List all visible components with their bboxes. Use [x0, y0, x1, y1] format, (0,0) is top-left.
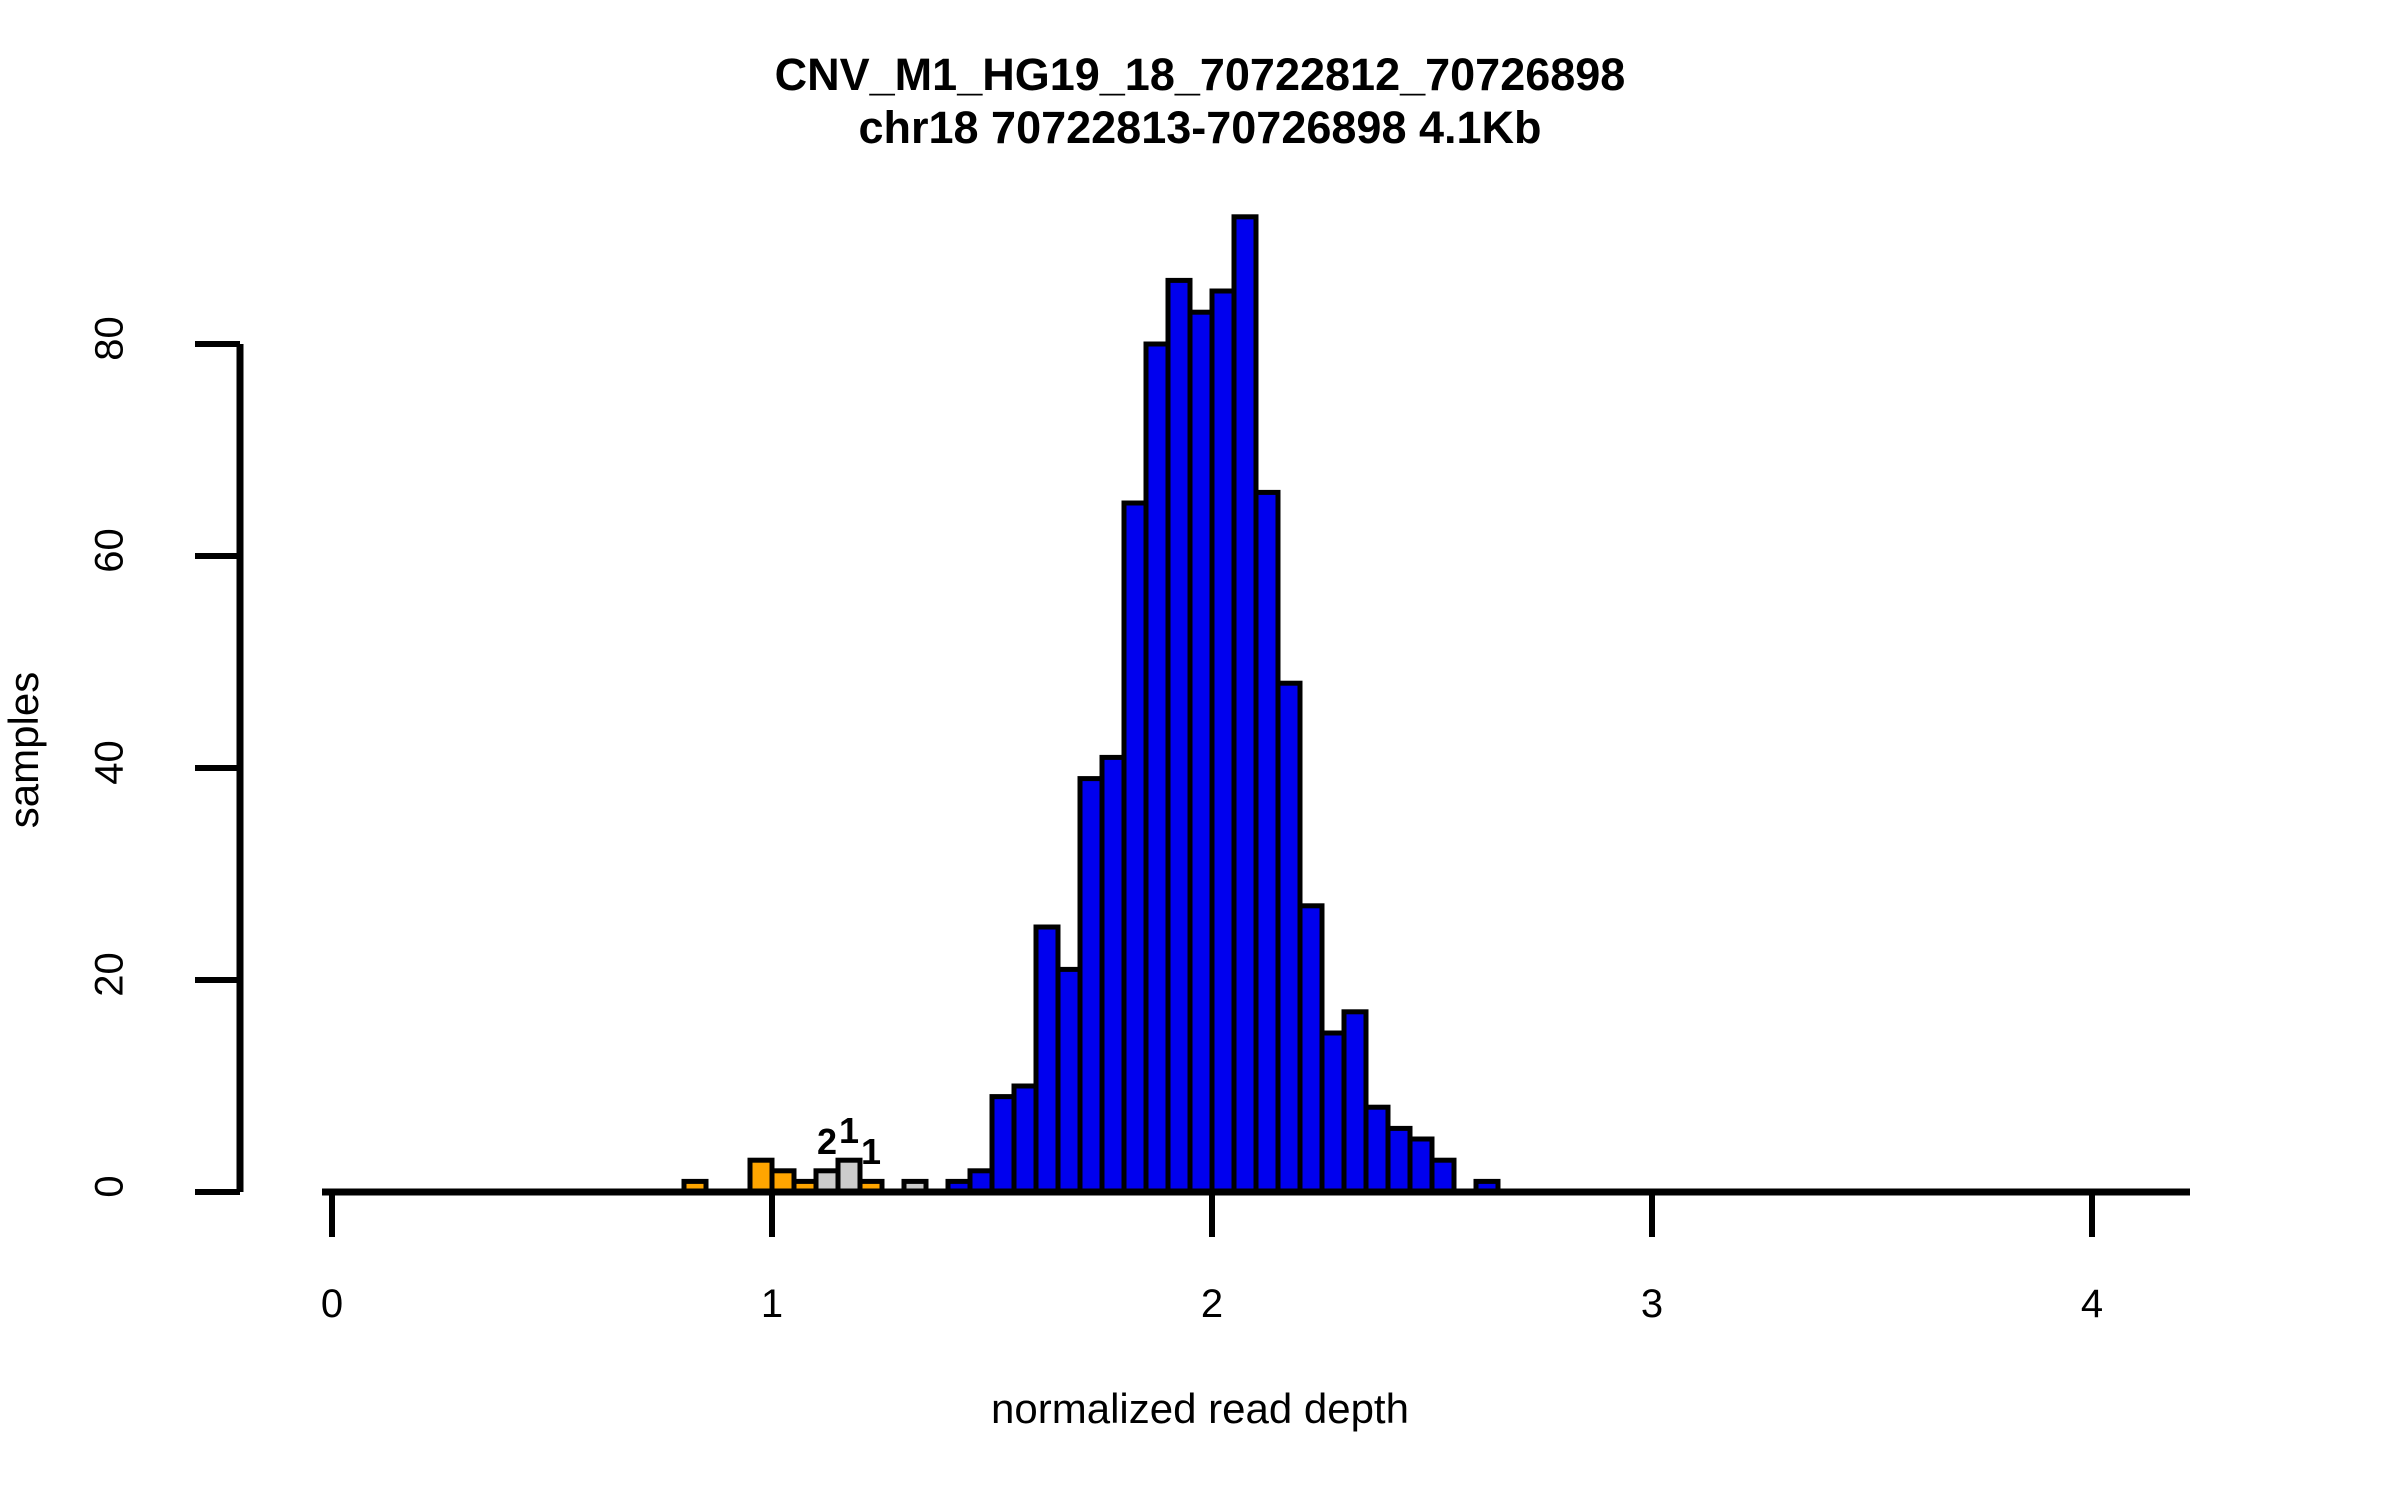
histogram-bar	[1253, 489, 1281, 1195]
x-axis-title: normalized read depth	[0, 1385, 2400, 1433]
bars-group	[681, 214, 1501, 1195]
histogram-bar	[1011, 1083, 1039, 1195]
x-axis-title-text: normalized read depth	[991, 1385, 1409, 1432]
x-tick-label: 4	[2080, 1282, 2104, 1326]
chart-title-line-1: CNV_M1_HG19_18_70722812_70726898	[774, 49, 1626, 100]
histogram-bar	[1033, 924, 1061, 1195]
histogram-bar	[1407, 1136, 1435, 1195]
histogram-bar	[1121, 500, 1149, 1195]
histogram-bar	[1275, 680, 1303, 1195]
histogram-bar	[1143, 341, 1171, 1195]
bar-count-label: 2	[816, 1120, 838, 1162]
y-axis	[195, 341, 244, 1195]
chart-title-line-2: chr18 70722813-70726898 4.1Kb	[858, 102, 1542, 154]
y-tick-label: 40	[87, 740, 132, 785]
histogram-bar	[1209, 288, 1237, 1195]
x-tick-label: 3	[1640, 1282, 1664, 1326]
histogram-bar	[1165, 277, 1193, 1195]
histogram-bar	[1341, 1009, 1369, 1195]
x-tick-label: 1	[760, 1282, 784, 1326]
histogram-bar	[747, 1157, 775, 1195]
histogram-bar	[1385, 1125, 1413, 1195]
bar-count-label: 1	[838, 1110, 860, 1152]
y-tick-label: 20	[87, 952, 132, 997]
chart-title-block: CNV_M1_HG19_18_70722812_70726898 chr18 7…	[0, 48, 2400, 154]
histogram-bar	[1429, 1157, 1457, 1195]
histogram-bar	[1319, 1030, 1347, 1195]
x-tick-label: 0	[320, 1282, 344, 1326]
y-tick-label: 60	[87, 528, 132, 573]
histogram-bar	[1077, 776, 1105, 1195]
x-axis	[322, 1188, 2190, 1237]
histogram-bar	[1231, 214, 1259, 1195]
x-tick-label: 2	[1200, 1282, 1224, 1326]
histogram-bar	[1187, 309, 1215, 1195]
histogram-bar	[1363, 1104, 1391, 1195]
histogram-bar	[1055, 966, 1083, 1195]
bar-count-label: 1	[860, 1131, 882, 1173]
y-tick-label: 80	[87, 316, 132, 361]
histogram-bar	[989, 1094, 1017, 1195]
histogram-bar	[1297, 903, 1325, 1195]
histogram-bar	[1099, 754, 1127, 1195]
y-tick-label: 0	[87, 1175, 132, 1198]
